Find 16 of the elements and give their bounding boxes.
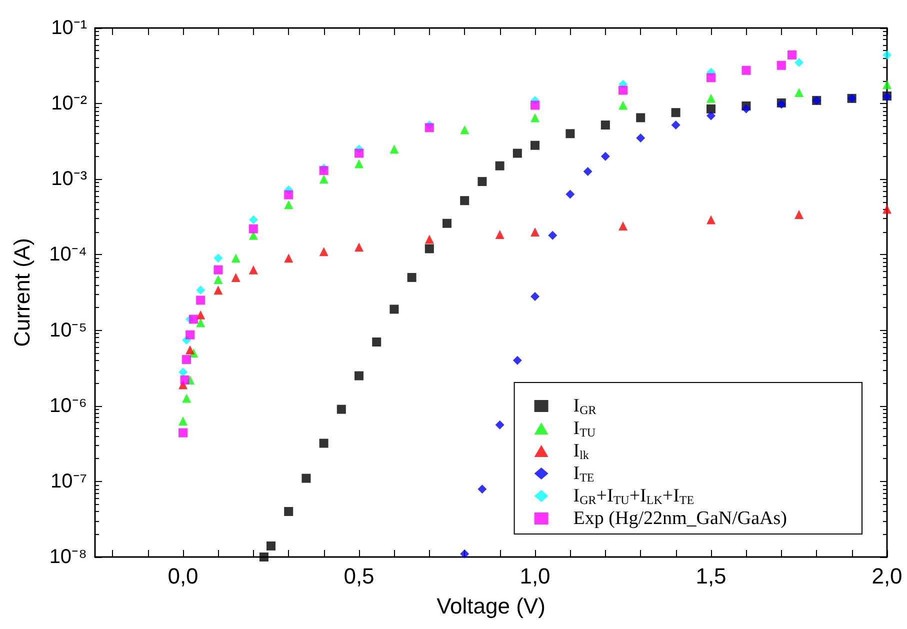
x-tick-label: 1,0 [520,564,550,588]
y-tick-label: 10⁻¹ [51,17,88,39]
x-tick-label: 0,0 [168,564,198,588]
x-tick-label: 0,5 [344,564,374,588]
y-tick-label: 10⁻⁶ [50,394,87,417]
y-tick-label: 10⁻² [51,92,88,115]
y-tick-label: 10⁻⁸ [49,546,87,568]
y-tick-label: 10⁻⁴ [49,244,87,266]
x-axis-title: Voltage (V) [436,594,546,618]
y-tick-label: 10⁻⁵ [49,319,87,342]
y-tick-label: 10⁻³ [51,168,88,190]
x-tick-label: 2,0 [872,564,902,588]
x-tick-label: 1,5 [696,564,726,588]
y-axis-title: Current (A) [10,238,34,347]
legend-label: Exp (Hg/22nm_GaN/GaAs) [573,508,788,529]
y-tick-label: 10⁻⁷ [50,470,87,492]
